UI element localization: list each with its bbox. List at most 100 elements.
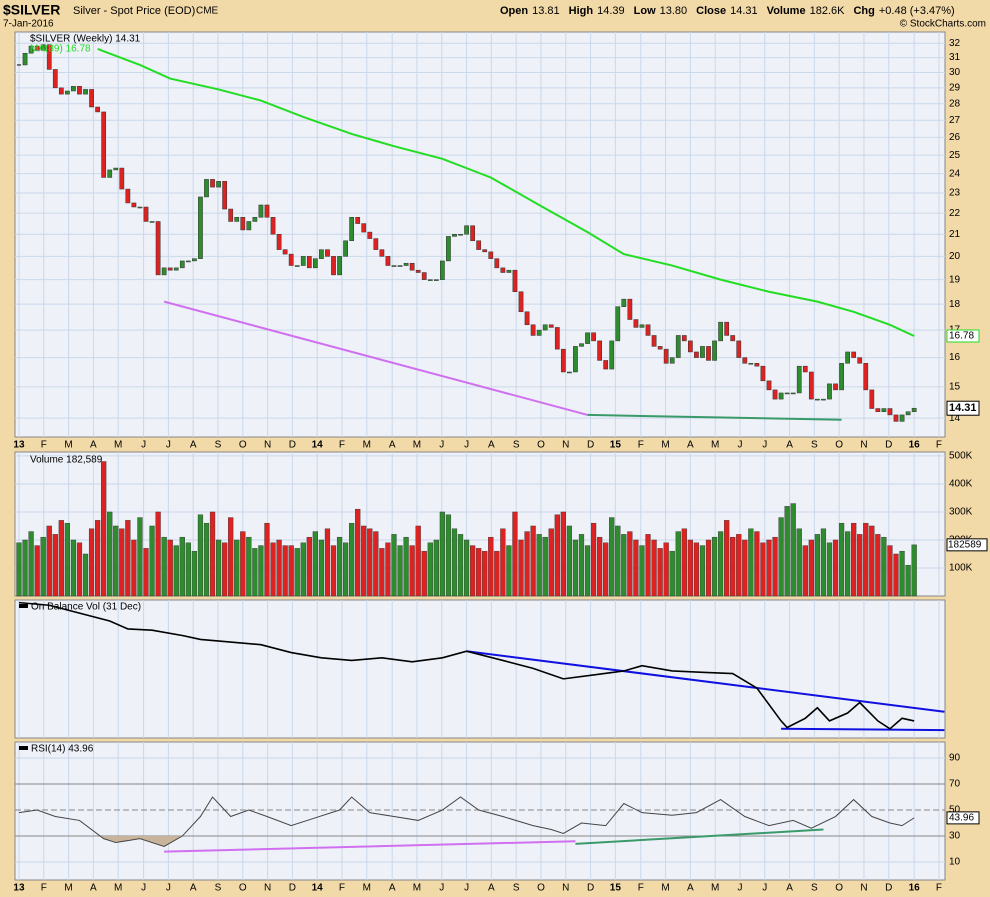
x-tick-label: S <box>513 883 520 894</box>
candle <box>887 408 893 416</box>
volume-bar <box>228 517 234 597</box>
volume-bar <box>40 536 46 597</box>
volume-bar <box>149 525 155 597</box>
x-tick-label: S <box>811 440 818 451</box>
x-tick-label: 13 <box>13 883 25 894</box>
volume-bar <box>131 539 137 597</box>
volume-bar <box>875 534 881 597</box>
candle <box>579 343 584 347</box>
volume-bar <box>518 539 524 597</box>
y-tick-label: 26 <box>949 132 961 143</box>
volume-bar <box>95 520 101 597</box>
volume-bar <box>536 534 542 597</box>
volume-bar <box>16 542 22 597</box>
volume-bar <box>403 536 409 597</box>
y-tick-label: 32 <box>949 38 961 49</box>
volume-bar <box>215 539 222 597</box>
volume-bar <box>391 534 397 597</box>
candle <box>173 267 179 271</box>
volume-bar <box>451 528 458 597</box>
volume-bar <box>167 539 173 597</box>
candle <box>409 262 415 271</box>
legend: Volume 182,589 <box>30 455 103 466</box>
y-tick-label: 27 <box>949 115 961 126</box>
volume-bar <box>427 542 433 597</box>
x-tick-label: O <box>835 440 843 451</box>
candle <box>397 265 403 267</box>
volume-bar <box>70 539 77 597</box>
x-tick-label: J <box>166 440 171 451</box>
x-tick-label: J <box>737 883 742 894</box>
x-tick-label: S <box>215 440 222 451</box>
volume-bar <box>500 528 506 597</box>
x-tick-label: M <box>711 440 719 451</box>
volume-bar <box>197 514 204 597</box>
x-tick-label: D <box>587 883 594 894</box>
trend-line <box>575 828 824 845</box>
candle <box>343 240 348 257</box>
candle <box>113 167 119 171</box>
trend-line <box>466 650 945 713</box>
x-tick-label: 15 <box>610 440 622 451</box>
candle <box>621 298 627 307</box>
volume-bar <box>209 511 216 597</box>
quote-label: Volume <box>767 5 806 17</box>
x-tick-label: A <box>687 883 694 894</box>
x-tick-label: A <box>687 440 694 451</box>
x-tick-label: 13 <box>13 440 25 451</box>
candle <box>143 206 149 222</box>
candle <box>657 346 663 350</box>
x-tick-label: A <box>90 883 97 894</box>
volume-bar <box>161 536 167 597</box>
candle <box>827 383 832 400</box>
volume-bar <box>851 522 857 597</box>
x-tick-label: A <box>90 440 97 451</box>
legend-swatch <box>19 746 28 750</box>
volume-bar <box>512 511 518 597</box>
date: 7-Jan-2016 <box>3 19 54 30</box>
candle <box>911 407 917 412</box>
volume-bar <box>845 531 851 597</box>
quote-value: 13.81 <box>532 5 560 17</box>
y-tick-label: 70 <box>949 779 961 790</box>
volume-bar <box>578 534 585 597</box>
y-tick-label: 20 <box>949 251 961 262</box>
trend-line <box>164 840 576 853</box>
volume-bar <box>554 514 560 597</box>
volume-bar <box>367 528 373 597</box>
instrument-name: Silver - Spot Price (EOD) <box>73 5 195 17</box>
x-tick-label: A <box>786 883 793 894</box>
candle <box>875 408 881 412</box>
x-tick-label: M <box>64 883 72 894</box>
quote-value: 182.6K <box>810 5 846 17</box>
x-tick-label: 14 <box>312 883 324 894</box>
candle <box>192 258 197 262</box>
trend-line <box>781 727 945 732</box>
indicator-line <box>18 601 915 730</box>
volume-bar <box>566 525 573 597</box>
volume-bar <box>711 536 718 597</box>
candle <box>161 267 167 276</box>
candle <box>663 348 669 364</box>
candle <box>40 44 46 51</box>
candle <box>65 90 70 95</box>
volume-bar <box>179 536 185 597</box>
candle <box>22 52 28 66</box>
candle <box>222 181 228 210</box>
quote-value: 13.80 <box>660 5 688 17</box>
volume-bar <box>693 542 700 597</box>
indicator-line <box>18 796 915 847</box>
candle <box>681 335 687 342</box>
volume-bar <box>796 528 802 597</box>
candle <box>724 321 730 336</box>
volume-bar <box>222 542 228 597</box>
volume-bar <box>191 550 198 597</box>
x-tick-label: N <box>860 883 867 894</box>
candle <box>446 236 451 262</box>
candle <box>633 319 639 328</box>
volume-bar <box>609 517 615 597</box>
volume-bar <box>125 520 131 597</box>
volume-bar <box>330 545 337 597</box>
x-tick-label: N <box>562 883 569 894</box>
candle <box>131 202 137 208</box>
